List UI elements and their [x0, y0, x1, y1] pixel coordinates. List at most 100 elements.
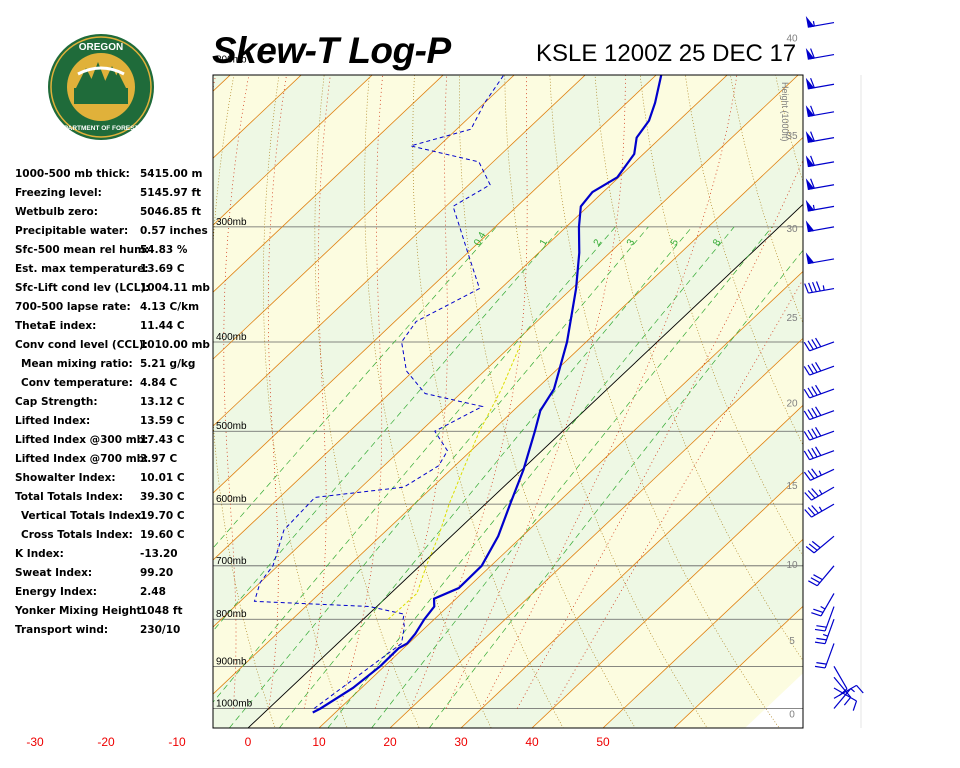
wind-barb: [805, 16, 835, 28]
x-tick-label: 0: [245, 735, 252, 749]
isotherm-line: [602, 538, 803, 728]
wind-barb-flag: [803, 431, 811, 441]
index-row: Est. max temperature: 13.69 C: [15, 263, 215, 282]
wind-barb: [814, 606, 835, 632]
mixing-ratio-label: 2: [592, 237, 605, 248]
index-label: Total Totals Index:: [15, 491, 123, 503]
index-label: Conv cond level (CCL):: [15, 339, 148, 351]
index-label: Lifted Index @300 mb:: [15, 434, 149, 446]
index-value: 230/10: [140, 624, 181, 636]
mixing-ratio-label: 8: [711, 237, 724, 248]
wind-barb: [814, 619, 835, 645]
moist-adiabat: [267, 75, 287, 709]
wind-barb-flag: [815, 281, 821, 292]
wind-barb-staff: [809, 365, 835, 376]
wind-barb-pennant: [805, 199, 815, 212]
dry-adiabat: [861, 0, 960, 747]
wind-barb: [803, 384, 835, 399]
index-label: Lifted Index:: [15, 415, 91, 427]
dry-adiabat: [263, 75, 348, 728]
index-value: 13.12 C: [140, 396, 185, 408]
wind-barb: [805, 535, 835, 554]
wind-barb-staff: [833, 687, 857, 702]
index-row: Cap Strength: 13.12 C: [15, 396, 215, 415]
dry-adiabat: [824, 0, 960, 747]
wind-barb-pennant: [805, 155, 815, 168]
index-row: Lifted Index: 13.59 C: [15, 415, 215, 434]
wind-barb: [804, 281, 835, 294]
wind-barb: [805, 77, 835, 90]
dry-adiabat: [730, 75, 803, 324]
height-tick-label: 0: [789, 710, 795, 721]
isotherm-line: [318, 270, 803, 728]
dry-adiabat: [684, 75, 803, 446]
pressure-label: 200mb: [216, 55, 247, 66]
index-row: 700-500 lapse rate: 4.13 C/km: [15, 301, 215, 320]
wind-barb-flag: [807, 387, 814, 397]
index-label: Vertical Totals Index:: [21, 510, 146, 522]
mixing-ratio-line: [327, 226, 735, 728]
wind-barb-flag: [815, 426, 822, 437]
wind-barb-flag: [811, 339, 818, 349]
wind-barb-flag: [803, 366, 811, 376]
wind-barb: [805, 220, 835, 233]
wind-barb: [814, 643, 835, 669]
index-value: 4.13 C/km: [140, 301, 200, 313]
index-label: Yonker Mixing Height:: [15, 605, 146, 617]
wind-barb-half-flag: [812, 204, 815, 210]
pressure-label: 600mb: [216, 494, 247, 505]
wind-barb-half-flag: [820, 605, 826, 610]
wind-barb-staff: [809, 410, 835, 421]
wind-barb-staff: [833, 676, 852, 698]
oregon-forestry-logo: OREGON DEPARTMENT OF FORESTRY: [48, 34, 154, 140]
wind-barb: [804, 486, 835, 501]
wind-barb-flag: [815, 406, 822, 416]
wind-barb: [803, 406, 835, 421]
svg-text:OREGON: OREGON: [79, 42, 123, 53]
wind-barb-staff: [809, 430, 835, 441]
wind-barb-half-flag: [822, 285, 825, 291]
index-row: Mean mixing ratio: 5.21 g/kg: [15, 358, 215, 377]
index-row: Cross Totals Index: 19.60 C: [15, 529, 215, 548]
wind-barb-pennant: [805, 220, 815, 233]
wind-barb-staff: [811, 486, 835, 501]
wind-barb-flag: [804, 492, 812, 501]
moist-adiabat: [111, 65, 161, 709]
wind-barb-flag: [803, 341, 811, 352]
index-value: 13.69 C: [140, 263, 185, 275]
mixing-ratio-line: [371, 226, 773, 728]
index-value: 19.70 C: [140, 510, 185, 522]
temperature-band: [213, 75, 803, 695]
wind-barb-flag: [807, 364, 814, 375]
height-tick-label: 10: [786, 560, 798, 571]
wind-barb-staff: [833, 688, 852, 709]
wind-barb-staff: [820, 593, 835, 617]
index-label: Freezing level:: [15, 187, 102, 199]
wind-barb-flag: [816, 662, 827, 665]
wind-barb: [833, 687, 858, 711]
index-value: 1048 ft: [140, 605, 183, 617]
wind-barb-half-flag: [822, 633, 829, 637]
wind-barb-staff: [824, 643, 835, 669]
mixing-ratio-line: [279, 226, 693, 728]
wind-barb-flag: [852, 700, 858, 711]
isotherm-line: [389, 337, 803, 728]
wind-barb-flag: [803, 388, 811, 399]
pressure-label: 900mb: [216, 656, 247, 667]
svg-text:DEPARTMENT OF FORESTRY: DEPARTMENT OF FORESTRY: [55, 125, 148, 132]
index-value: 2.48: [140, 586, 166, 598]
x-tick-label: 50: [596, 735, 610, 749]
wind-barb-flag: [811, 468, 819, 478]
wind-barb: [803, 361, 835, 376]
index-label: Transport wind:: [15, 624, 109, 636]
wind-barb-flag: [814, 665, 826, 669]
wind-barb-half-flag: [818, 489, 823, 495]
wind-barb-flag: [810, 155, 815, 166]
wind-barb-flag: [810, 577, 821, 584]
index-row: Total Totals Index: 39.30 C: [15, 491, 215, 510]
dry-adiabat: [775, 75, 803, 183]
index-value: 10.01 C: [140, 472, 185, 484]
wind-barb: [833, 684, 864, 699]
index-label: Lifted Index @700 mb:: [15, 453, 149, 465]
wind-barb-staff: [824, 619, 835, 644]
